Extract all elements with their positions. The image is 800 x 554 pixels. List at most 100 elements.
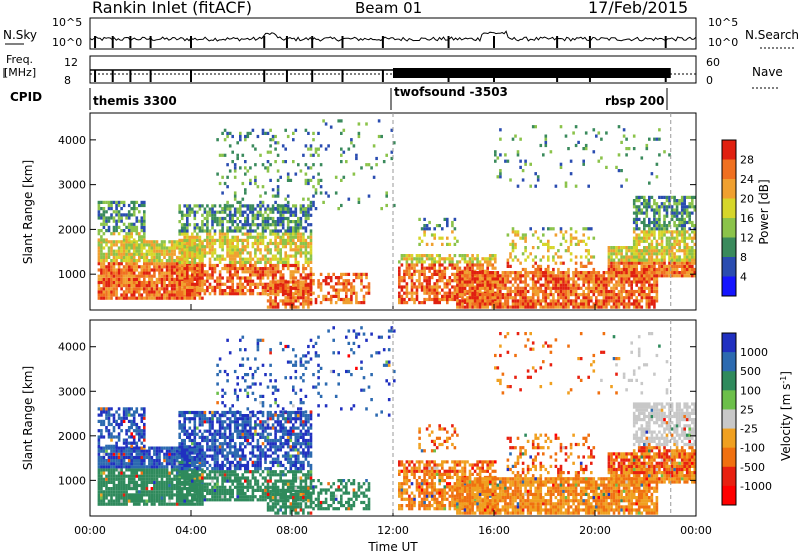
power-cell-779	[186, 289, 189, 293]
power-cell-4522	[620, 184, 623, 188]
power-cell-4029	[658, 274, 661, 278]
power-cell-2945	[473, 299, 477, 303]
power-cell-1619	[289, 232, 293, 236]
power-cell-1415	[264, 229, 267, 233]
velocity-cell-180	[122, 493, 126, 497]
power-cell-1553	[281, 263, 285, 268]
power-cell-1286	[249, 270, 252, 274]
power-cell-1012	[213, 220, 217, 224]
power-cell-2028	[266, 131, 270, 135]
power-cell-3347	[572, 286, 575, 290]
power-cell-418	[158, 268, 161, 272]
power-cell-2668	[451, 266, 454, 270]
power-cell-1002	[213, 270, 217, 274]
power-cell-87	[110, 290, 113, 294]
power-cell-2086	[307, 197, 310, 201]
power-cell-3492	[607, 289, 611, 294]
power-cell-2158	[284, 305, 287, 309]
power-cell-2173	[289, 302, 293, 306]
velocity-cell-111	[112, 477, 116, 481]
power-cell-3902	[622, 267, 626, 272]
power-cell-4157	[693, 271, 697, 275]
power-cell-3511	[612, 296, 616, 300]
velocity-cell-303	[140, 471, 144, 475]
power-cell-3629	[643, 293, 646, 297]
power-cell-1078	[223, 238, 227, 242]
power-cell-1037	[218, 260, 222, 264]
power-cell-1383	[261, 282, 265, 286]
power-cell-3027	[491, 283, 495, 287]
power-cell-2530	[420, 282, 424, 286]
power-cell-908	[201, 254, 204, 258]
power-cell-4200	[640, 239, 644, 243]
power-cell-264	[135, 277, 139, 281]
power-cell-1832	[107, 200, 111, 204]
power-cell-2280	[334, 294, 338, 298]
velocity-cell-33	[100, 459, 103, 463]
power-cell-4380	[680, 230, 684, 234]
power-cell-2302	[342, 279, 346, 283]
power-cell-2492	[410, 263, 414, 267]
power-cell-1952	[223, 207, 227, 211]
power-cell-2164	[284, 280, 287, 284]
power-cell-3402	[587, 305, 590, 309]
power-cell-104	[112, 290, 116, 294]
power-cell-4221	[645, 239, 649, 243]
power-cell-276	[138, 293, 141, 297]
power-cell-1484	[274, 276, 277, 280]
power-cell-1348	[256, 248, 260, 252]
power-cell-4132	[685, 255, 689, 259]
power-cell-2326	[352, 291, 356, 295]
power-cell-3173	[529, 299, 532, 303]
power-cell-1868	[120, 200, 123, 204]
power-cell-882	[198, 282, 202, 286]
velocity-cell-72	[107, 493, 111, 497]
velocity-cell-318	[143, 480, 146, 484]
power-cell-2371	[324, 147, 328, 151]
power-cell-1874	[122, 203, 126, 208]
power-cell-2227	[307, 283, 310, 287]
power-cell-2265	[327, 291, 330, 295]
power-cell-146	[117, 255, 121, 259]
power-cell-4128	[685, 267, 689, 272]
power-cell-1217	[239, 204, 242, 208]
power-cell-3747	[539, 267, 543, 272]
power-cell-866	[196, 279, 199, 283]
velocity-cell-256	[132, 459, 136, 463]
power-cell-3436	[595, 296, 598, 300]
power-cell-4009	[650, 252, 654, 256]
power-cell-2256	[322, 297, 325, 302]
power-cell-926	[203, 254, 207, 258]
power-cell-4341	[673, 242, 676, 246]
power-cell-993	[211, 216, 214, 221]
power-cell-2639	[443, 266, 447, 270]
power-cell-3847	[607, 267, 611, 272]
power-cell-2528	[420, 288, 424, 292]
power-cell-3794	[567, 267, 570, 272]
power-cell-2378	[337, 207, 340, 211]
power-cell-3414	[590, 305, 593, 309]
velocity-cell-52	[102, 449, 106, 453]
power-cell-2500	[413, 282, 416, 286]
power-cell-2603	[435, 282, 439, 286]
power-cell-1663	[294, 223, 298, 227]
power-cell-4384	[680, 217, 684, 221]
power-cell-1009	[213, 238, 217, 242]
power-cell-847	[193, 267, 197, 271]
power-cell-4570	[438, 236, 441, 240]
velocity-cell-113	[112, 471, 116, 475]
power-cell-3274	[554, 280, 558, 284]
velocity-cell-306	[140, 462, 144, 466]
power-cell-3431	[592, 274, 596, 278]
power-cell-3273	[554, 283, 558, 287]
power-cell-3327	[567, 293, 570, 297]
velocity-cell-313	[143, 499, 146, 503]
power-cell-1151	[231, 220, 234, 224]
power-cell-3089	[506, 289, 510, 294]
power-cell-527	[173, 243, 176, 247]
power-cell-2680	[453, 266, 457, 270]
power-cell-410	[158, 296, 161, 300]
power-cell-1540	[279, 220, 282, 224]
power-cell-1406	[264, 270, 267, 274]
power-cell-1273	[246, 223, 250, 227]
